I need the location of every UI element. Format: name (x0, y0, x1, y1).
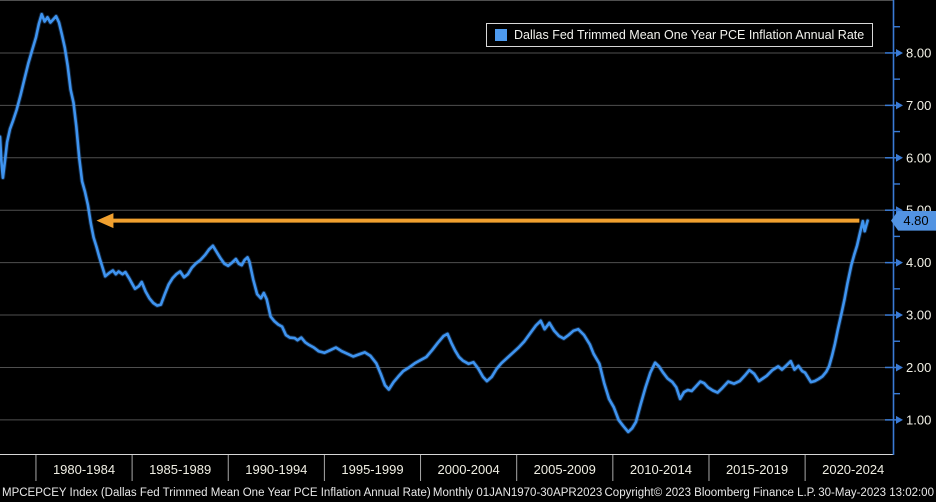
legend-label: Dallas Fed Trimmed Mean One Year PCE Inf… (514, 28, 865, 42)
annotation-arrowhead-icon (96, 213, 114, 229)
y-tick-label: 6.00 (906, 150, 931, 165)
y-tick-arrow-icon (896, 363, 903, 372)
y-tick-label: 3.00 (906, 308, 931, 323)
x-group-label: 2020-2024 (822, 462, 884, 477)
y-tick-label: 8.00 (906, 45, 931, 60)
ticker-description: MPCEPCEY Index (Dallas Fed Trimmed Mean … (2, 486, 431, 499)
y-tick-arrow-icon (896, 153, 903, 162)
x-group-label: 1985-1989 (149, 462, 211, 477)
y-tick-arrow-icon (896, 415, 903, 424)
y-tick-label: 2.00 (906, 360, 931, 375)
y-tick-label: 1.00 (906, 412, 931, 427)
x-group-label: 2005-2009 (534, 462, 596, 477)
status-bar: MPCEPCEY Index (Dallas Fed Trimmed Mean … (0, 483, 936, 502)
x-axis-labels: 1980-1984 1985-1989 1990-1994 1995-1999 2000… (35, 455, 884, 481)
price-chart-svg[interactable]: 8.007.006.005.004.003.002.001.00 (0, 0, 936, 455)
x-group-label: 2010-2014 (630, 462, 692, 477)
y-tick-arrow-icon (896, 48, 903, 57)
x-group-label: 1980-1984 (53, 462, 115, 477)
legend-swatch-icon (495, 29, 507, 41)
y-tick-arrow-icon (896, 311, 903, 320)
y-tick-label: 4.00 (906, 255, 931, 270)
x-group-label: 1990-1994 (245, 462, 307, 477)
copyright-text: Copyright© 2023 Bloomberg Finance L.P. (604, 486, 817, 499)
price-line (0, 12, 869, 434)
y-tick-arrow-icon (896, 258, 903, 267)
plot-area[interactable]: 8.00 7.00 6.00 5.00 4.00 3.00 2.00 1.00 Dallas … (0, 0, 936, 455)
timestamp: 30-May-2023 13:02:00 (818, 486, 934, 499)
y-tick-arrow-icon (896, 101, 903, 110)
x-group-label: 1995-1999 (341, 462, 403, 477)
x-group-label: 2000-2004 (438, 462, 500, 477)
legend[interactable]: Dallas Fed Trimmed Mean One Year PCE Inf… (486, 23, 874, 47)
periodicity-range: Monthly 01JAN1970-30APR2023 (432, 486, 603, 499)
price-line-glow (0, 11, 870, 435)
y-tick-label: 7.00 (906, 98, 931, 113)
last-value-badge: 4.80 (891, 210, 936, 231)
x-group-label: 2015-2019 (726, 462, 788, 477)
